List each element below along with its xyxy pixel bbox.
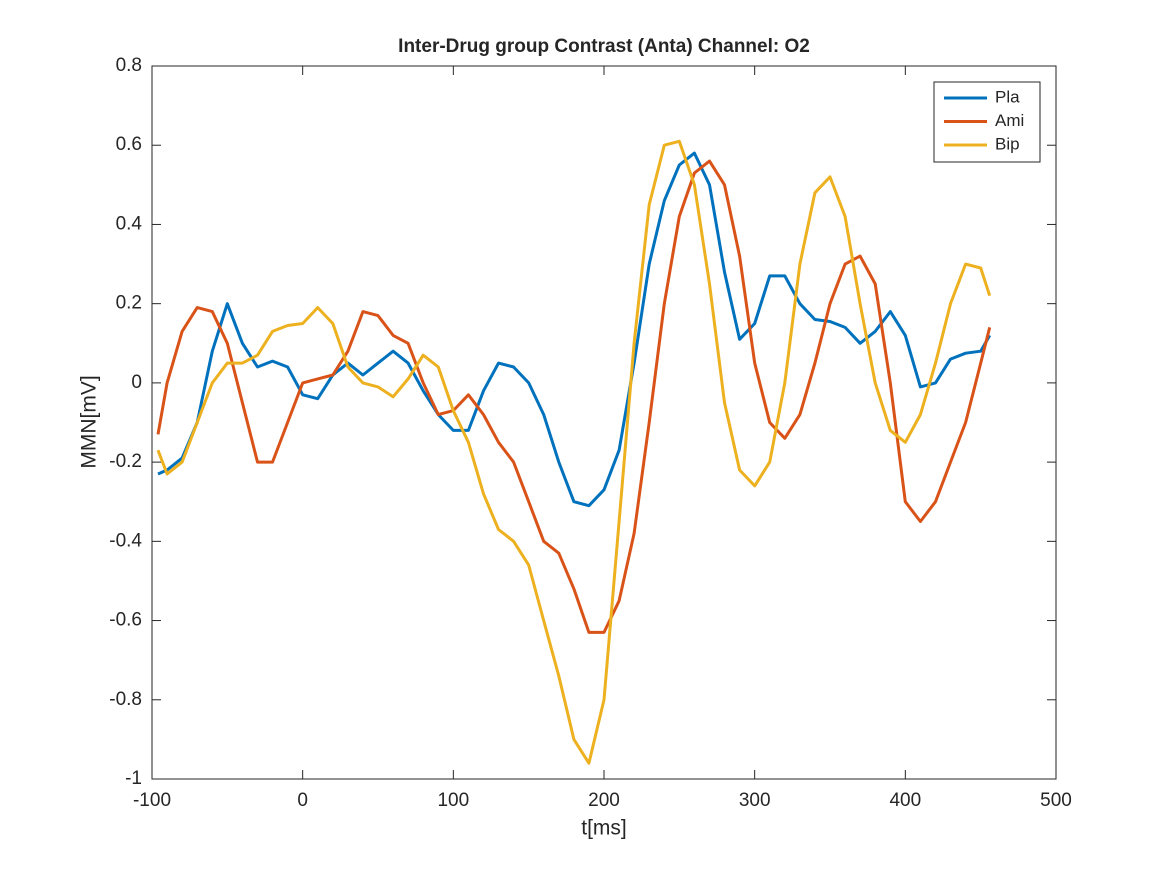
x-tick-label: -100: [133, 790, 171, 811]
plot-area: [151, 65, 1057, 780]
y-tick-label: 0.8: [116, 55, 142, 76]
y-tick-label: -1: [125, 768, 142, 789]
x-tick-label: 400: [889, 790, 921, 811]
series-line: [157, 151, 992, 508]
series-line: [156, 139, 992, 765]
y-tick-label: -0.2: [109, 451, 142, 472]
x-tick-label: 200: [588, 790, 620, 811]
legend-label: Ami: [995, 111, 1024, 130]
y-tick-label: 0.6: [116, 134, 142, 155]
legend-label: Pla: [995, 87, 1020, 106]
y-tick-label: 0.2: [116, 293, 142, 314]
x-tick-label: 300: [739, 790, 771, 811]
y-tick-label: 0: [131, 372, 142, 393]
x-axis-label: t[ms]: [581, 817, 627, 840]
chart-title: Inter-Drug group Contrast (Anta) Channel…: [398, 36, 810, 57]
x-tick-label: 500: [1040, 790, 1072, 811]
y-tick-label: -0.6: [109, 610, 142, 631]
y-tick-label: -0.4: [109, 530, 142, 551]
legend-label: Bip: [995, 134, 1020, 153]
y-tick-label: 0.4: [116, 213, 143, 234]
x-tick-label: 0: [297, 790, 308, 811]
series-line: [156, 159, 992, 634]
x-tick-label: 100: [437, 790, 469, 811]
y-tick-label: -0.8: [109, 689, 142, 710]
y-axis-label: MMN[mV]: [78, 375, 101, 468]
legend: Pla Ami Bip: [933, 81, 1041, 163]
